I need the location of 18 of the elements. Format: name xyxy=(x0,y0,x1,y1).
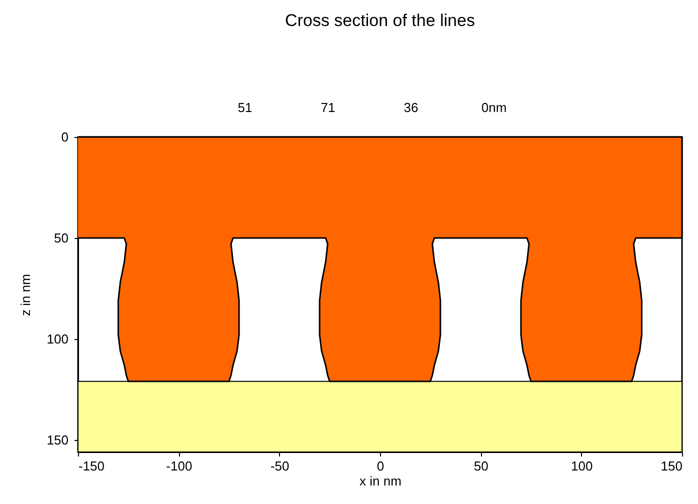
x-tick-label: 150 xyxy=(660,458,682,474)
y-axis-title: z in nm xyxy=(18,274,33,316)
x-tick-label: 0 xyxy=(376,458,384,474)
y-tick-label: 100 xyxy=(46,331,68,346)
x-tick-label: -100 xyxy=(166,458,192,474)
chart-title: Cross section of the lines xyxy=(285,11,475,30)
x-tick-label: -150 xyxy=(78,458,105,474)
x-tick-label: 100 xyxy=(570,458,593,474)
x-axis-title: x in nm xyxy=(360,474,402,488)
y-tick-label: 150 xyxy=(46,432,68,448)
text: 51 xyxy=(238,100,252,115)
x-tick-label: -50 xyxy=(270,458,290,474)
y-tick-label: 50 xyxy=(54,230,68,246)
text: 36 xyxy=(404,100,418,115)
text: 0nm xyxy=(481,100,507,115)
x-tick-label: 50 xyxy=(474,458,488,474)
y-tick-label: 0 xyxy=(61,130,68,144)
text: 71 xyxy=(320,100,336,115)
